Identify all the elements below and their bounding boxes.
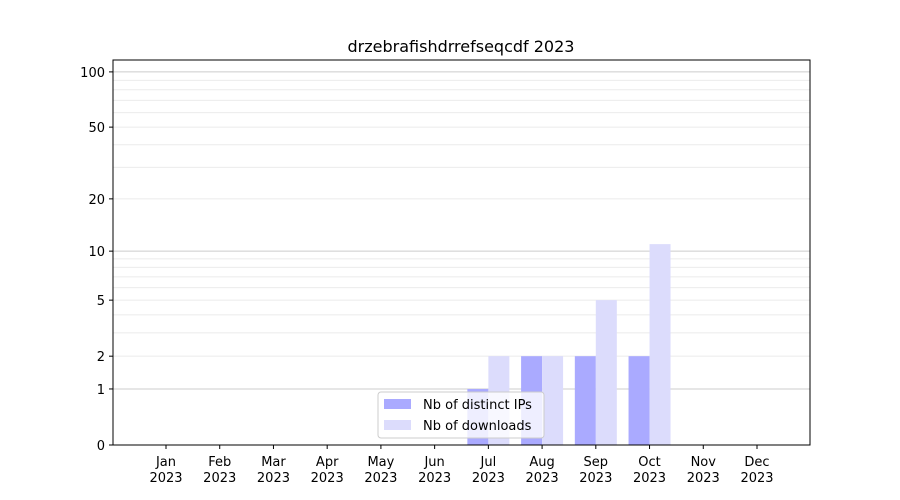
y-tick-label: 1 — [97, 383, 105, 398]
chart-title: drzebrafishdrrefseqcdf 2023 — [348, 37, 575, 56]
x-tick-label: Feb 2023 — [203, 455, 236, 486]
x-tick-label: Sep 2023 — [579, 455, 612, 486]
legend-swatch — [384, 420, 411, 430]
x-tick-label: Nov 2023 — [687, 455, 720, 486]
legend-label: Nb of downloads — [423, 419, 532, 434]
bar-distinct-ips — [574, 356, 596, 445]
legend-label: Nb of distinct IPs — [423, 398, 532, 413]
legend: Nb of distinct IPs Nb of downloads — [377, 391, 545, 439]
bar-downloads — [649, 244, 671, 445]
x-tick-label: Mar 2023 — [257, 455, 290, 486]
y-tick-label: 10 — [88, 245, 105, 260]
y-tick-label: 5 — [97, 294, 105, 309]
y-tick-label: 50 — [88, 121, 105, 136]
y-tick-label: 100 — [80, 66, 105, 81]
bar-downloads — [595, 300, 617, 445]
x-tick-label: May 2023 — [364, 455, 397, 486]
bar-downloads — [542, 356, 564, 445]
plot-frame — [112, 59, 811, 446]
y-tick-label: 0 — [97, 439, 105, 454]
y-tick-label: 2 — [97, 350, 105, 365]
bar-distinct-ips — [628, 356, 650, 445]
x-tick-label: Jan 2023 — [149, 455, 182, 486]
x-tick-label: Apr 2023 — [311, 455, 344, 486]
legend-swatch — [384, 399, 411, 409]
x-tick-label: Aug 2023 — [526, 455, 559, 486]
x-tick-label: Oct 2023 — [633, 455, 666, 486]
x-tick-label: Dec 2023 — [740, 455, 773, 486]
x-tick-label: Jul 2023 — [472, 455, 505, 486]
x-tick-label: Jun 2023 — [418, 455, 451, 486]
y-tick-label: 20 — [88, 193, 105, 208]
legend-box — [377, 391, 545, 439]
